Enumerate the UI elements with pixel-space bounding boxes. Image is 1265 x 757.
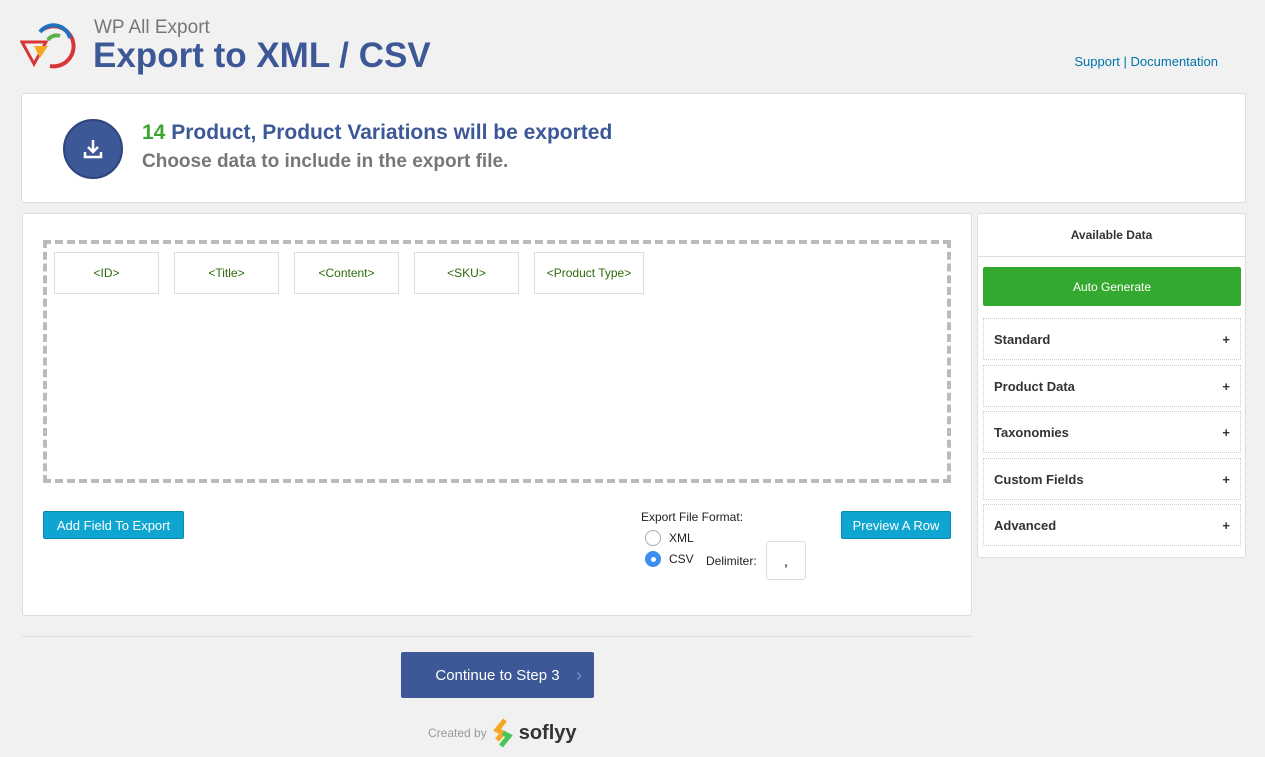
field-title[interactable]: <Title> [174,252,279,294]
available-data-panel: Available Data Auto Generate Standard + P… [977,213,1246,558]
section-label: Standard [994,331,1051,347]
delimiter-label: Delimiter: [706,554,757,568]
wp-all-export-logo [20,23,76,69]
format-label: Export File Format: [641,510,744,524]
instruction: Choose data to include in the export fil… [142,151,509,172]
section-advanced[interactable]: Advanced + [983,504,1241,546]
section-custom-fields[interactable]: Custom Fields + [983,458,1241,500]
add-field-button[interactable]: Add Field To Export [43,511,184,539]
xml-option[interactable]: XML [645,530,694,546]
xml-radio[interactable] [645,530,661,546]
section-standard[interactable]: Standard + [983,318,1241,360]
delimiter-input[interactable]: , [766,541,806,580]
preview-row-button[interactable]: Preview A Row [841,511,951,539]
field-product-type[interactable]: <Product Type> [534,252,644,294]
export-builder-panel: <ID> <Title> <Content> <SKU> <Product Ty… [22,213,972,616]
soflyy-brand: soflyy [518,721,577,744]
csv-option[interactable]: CSV [645,551,694,567]
plus-icon: + [1222,331,1230,347]
plus-icon: + [1222,378,1230,394]
continue-label: Continue to Step 3 [435,666,560,684]
page-title: Export to XML / CSV [93,36,431,75]
headline-text: Product, Product Variations will be expo… [171,121,613,144]
header-links: Support | Documentation [1074,54,1218,69]
summary-panel: 14 Product, Product Variations will be e… [21,93,1246,203]
section-label: Advanced [994,517,1057,533]
chevron-right-icon: › [576,664,582,685]
soflyy-logo-icon [492,718,513,748]
auto-generate-button[interactable]: Auto Generate [983,267,1241,306]
section-taxonomies[interactable]: Taxonomies + [983,411,1241,453]
available-data-title: Available Data [978,214,1245,257]
xml-label: XML [669,531,694,545]
export-count-headline: 14 Product, Product Variations will be e… [142,121,612,145]
section-label: Taxonomies [994,424,1069,440]
field-drop-zone[interactable]: <ID> <Title> <Content> <SKU> <Product Ty… [43,240,951,483]
created-by: Created by soflyy [428,718,577,748]
section-label: Custom Fields [994,471,1084,487]
field-sku[interactable]: <SKU> [414,252,519,294]
support-link[interactable]: Support [1074,54,1120,69]
export-count: 14 [142,121,166,144]
csv-radio[interactable] [645,551,661,567]
plus-icon: + [1222,424,1230,440]
documentation-link[interactable]: Documentation [1130,54,1218,69]
section-label: Product Data [994,378,1075,394]
divider [22,636,972,637]
created-by-label: Created by [428,726,487,740]
app-name: WP All Export [94,17,210,38]
continue-button[interactable]: Continue to Step 3 › [401,652,594,698]
csv-label: CSV [669,552,694,566]
section-product-data[interactable]: Product Data + [983,365,1241,407]
field-content[interactable]: <Content> [294,252,399,294]
separator: | [1123,54,1127,69]
plus-icon: + [1222,471,1230,487]
field-id[interactable]: <ID> [54,252,159,294]
download-icon [63,119,123,179]
plus-icon: + [1222,517,1230,533]
